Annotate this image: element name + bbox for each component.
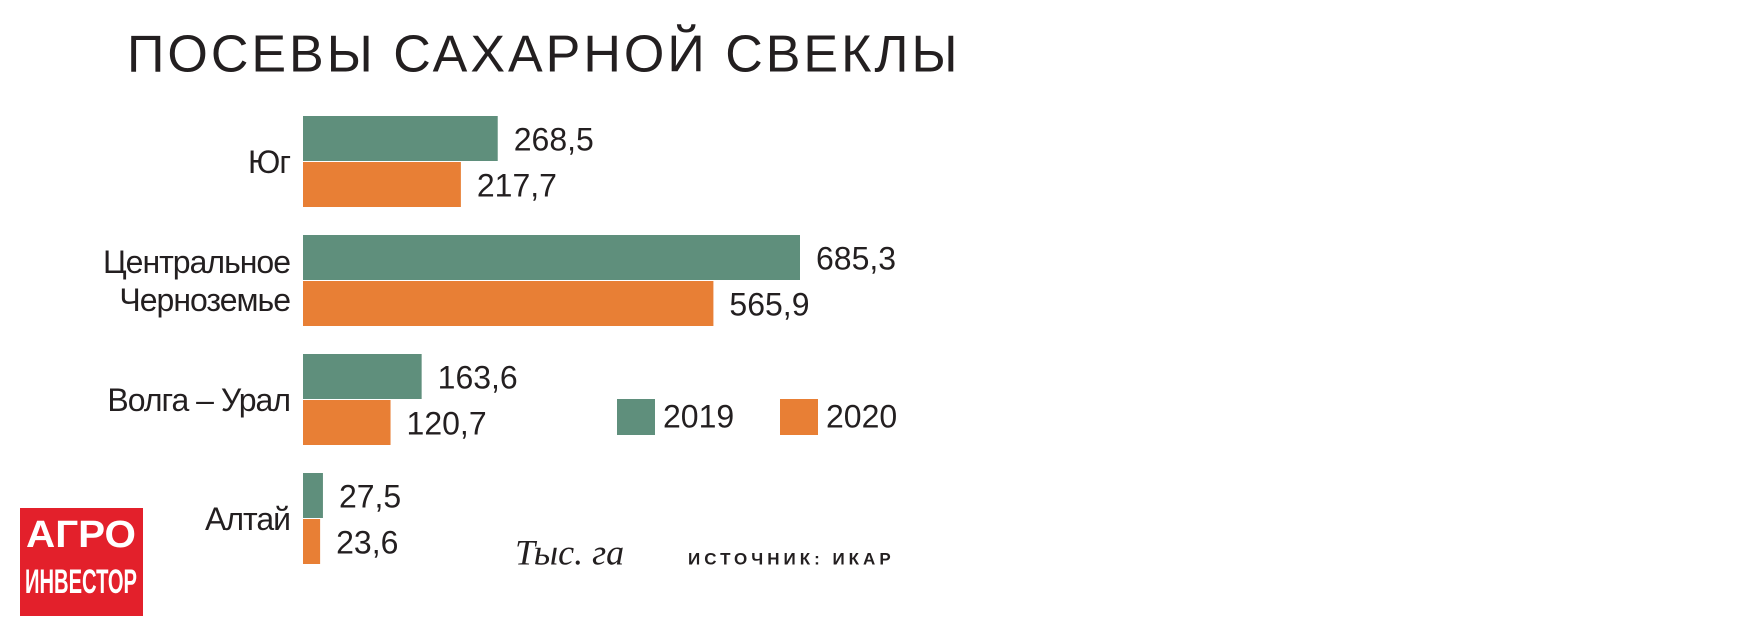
legend-swatch: [617, 399, 655, 435]
legend-label: 2020: [826, 398, 897, 434]
value-label: 163,6: [438, 359, 518, 395]
bar: [303, 116, 498, 161]
logo-text: ИНВЕСТОР: [25, 563, 137, 601]
category-label: Алтай: [205, 501, 291, 537]
value-label: 217,7: [477, 167, 557, 203]
value-label: 120,7: [407, 405, 487, 441]
value-label: 268,5: [514, 121, 594, 157]
bar: [303, 281, 714, 326]
category-label: Юг: [248, 144, 291, 180]
bar: [303, 162, 461, 207]
value-label: 23,6: [336, 524, 398, 560]
value-label: 565,9: [729, 286, 809, 322]
category-label: Центральное Черноземье: [103, 244, 291, 318]
bar: [303, 400, 391, 445]
source-label: ИСТОЧНИК: ИКАР: [688, 549, 895, 568]
bar: [303, 519, 321, 564]
legend-label: 2019: [663, 398, 734, 434]
chart-title: ПОСЕВЫ САХАРНОЙ СВЕКЛЫ: [127, 25, 961, 84]
category-label: Волга – Урал: [107, 382, 291, 418]
unit-label: Тыс. га: [515, 532, 624, 572]
value-label: 27,5: [339, 478, 401, 514]
legend-swatch: [780, 399, 818, 435]
value-label: 685,3: [816, 240, 896, 276]
logo-text: АГРО: [26, 514, 136, 556]
bar: [303, 354, 422, 399]
logo-box: [20, 508, 143, 616]
bar: [303, 235, 800, 280]
bar: [303, 473, 323, 518]
